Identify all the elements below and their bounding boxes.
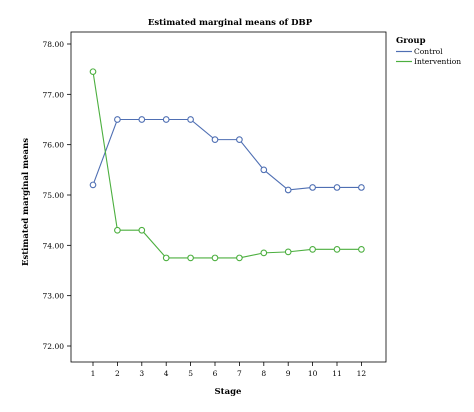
x-tick-label: 1 <box>91 369 96 378</box>
x-tick-label: 10 <box>308 369 318 378</box>
series-line-intervention <box>92 71 362 259</box>
data-point-intervention <box>309 246 316 253</box>
y-axis-ticks: 72.00 73.00 74.00 75.00 76.00 77.00 78.00 <box>43 40 71 351</box>
data-point-control <box>284 186 292 194</box>
data-point-control <box>333 184 341 191</box>
y-tick-label: 73.00 <box>43 292 65 301</box>
plot-frame <box>70 31 387 363</box>
x-tick-label: 12 <box>357 369 367 378</box>
data-point-intervention <box>187 254 194 262</box>
data-point-control <box>187 116 194 123</box>
x-tick-label: 8 <box>261 369 266 378</box>
chart-title: Estimated marginal means of DBP <box>148 18 313 28</box>
y-axis-label: Estimated marginal means <box>21 138 31 266</box>
data-point-control <box>236 136 243 143</box>
y-tick-label: 72.00 <box>43 342 65 351</box>
x-tick-label: 2 <box>115 369 120 378</box>
data-point-intervention <box>333 246 341 253</box>
data-point-intervention <box>138 226 146 234</box>
data-point-control <box>89 181 97 189</box>
y-tick-label: 74.00 <box>43 241 65 250</box>
x-tick-label: 7 <box>237 369 242 378</box>
data-point-intervention <box>162 254 170 262</box>
data-point-intervention <box>260 249 268 257</box>
legend-label: Intervention <box>414 57 461 66</box>
x-tick-label: 11 <box>332 369 342 378</box>
y-tick-label: 76.00 <box>43 141 65 150</box>
legend-title: Group <box>396 36 426 46</box>
data-point-control <box>309 184 316 191</box>
x-axis-label: Stage <box>215 387 243 397</box>
data-point-intervention <box>284 248 292 256</box>
data-point-control <box>260 166 268 174</box>
data-point-control <box>162 116 170 123</box>
data-point-intervention <box>114 226 121 234</box>
x-tick-label: 4 <box>164 369 169 378</box>
data-point-intervention <box>358 246 365 253</box>
data-point-control <box>358 184 365 191</box>
data-point-control <box>138 116 146 123</box>
data-point-control <box>114 116 121 123</box>
x-tick-label: 6 <box>213 369 218 378</box>
data-point-intervention <box>89 68 97 76</box>
data-point-intervention <box>236 254 243 262</box>
y-tick-label: 75.00 <box>43 191 65 200</box>
x-axis-ticks: 1 2 3 4 5 6 7 8 9 10 11 12 <box>91 362 367 378</box>
series-layer <box>89 68 365 262</box>
series-line-control <box>92 118 362 191</box>
data-point-control <box>211 136 219 143</box>
legend-label: Control <box>414 47 443 56</box>
x-tick-label: 9 <box>286 369 291 378</box>
y-tick-label: 78.00 <box>43 40 65 49</box>
x-tick-label: 3 <box>139 369 144 378</box>
x-tick-label: 5 <box>188 369 193 378</box>
y-tick-label: 77.00 <box>43 90 65 99</box>
data-point-intervention <box>211 254 219 262</box>
